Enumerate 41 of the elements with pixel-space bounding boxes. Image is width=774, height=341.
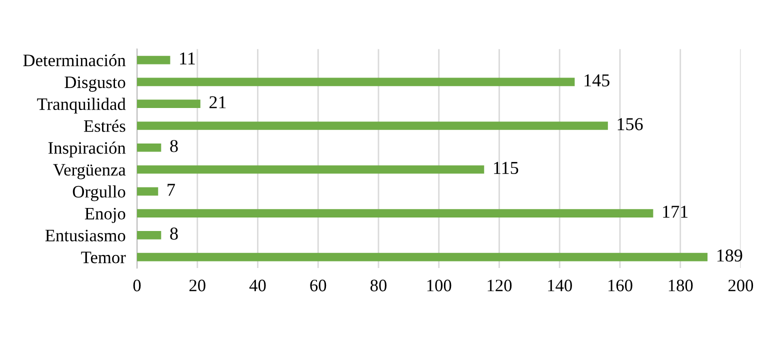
x-tick-label: 180 — [668, 280, 693, 292]
x-tick-label: 20 — [189, 280, 206, 292]
y-tick-label: Tranquilidad — [37, 98, 126, 114]
data-label: 8 — [170, 140, 178, 152]
x-tick-label: 40 — [249, 280, 266, 292]
bar — [137, 165, 484, 174]
y-tick-label: Temor — [81, 252, 126, 264]
bar — [137, 209, 654, 218]
data-label: 115 — [494, 162, 518, 174]
bar — [137, 78, 575, 86]
data-label: 171 — [663, 206, 688, 218]
y-tick-label: Inspiración — [48, 142, 126, 158]
x-tick-label: 120 — [488, 280, 512, 292]
x-tick-label: 160 — [608, 280, 632, 292]
x-tick-label: 60 — [310, 280, 326, 292]
y-tick-label: Orgullo — [72, 185, 126, 202]
y-tick-label: Disgusto — [64, 76, 126, 92]
bar — [137, 252, 708, 262]
x-tick-label: 0 — [133, 280, 141, 292]
x-tick-label: 140 — [548, 280, 572, 292]
bar — [137, 100, 200, 108]
bar — [137, 143, 162, 152]
bar — [137, 231, 162, 240]
data-label: 7 — [168, 184, 175, 196]
bar — [137, 122, 608, 130]
y-tick-label: Determinación — [23, 54, 126, 66]
data-label: 11 — [180, 52, 195, 64]
y-tick-label: Estrés — [84, 120, 126, 132]
y-tick-label: Entusiasmo — [45, 230, 126, 242]
x-tick-label: 80 — [370, 280, 387, 292]
data-label: 189 — [717, 249, 742, 262]
data-label: 156 — [618, 118, 643, 130]
data-label: 21 — [210, 96, 226, 108]
y-tick-label: Vergüenza — [53, 164, 126, 180]
x-tick-label: 200 — [728, 280, 754, 292]
bar — [137, 56, 170, 64]
y-tick-label: Enojo — [84, 208, 126, 224]
x-tick-label: 100 — [427, 280, 452, 292]
data-label: 8 — [170, 228, 178, 240]
data-label: 145 — [584, 74, 610, 86]
bar — [137, 187, 158, 196]
